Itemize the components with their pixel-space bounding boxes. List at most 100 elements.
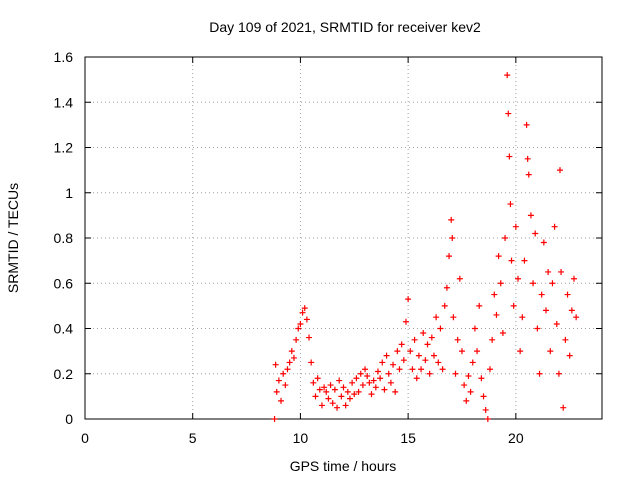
data-point	[469, 359, 476, 366]
data-point	[286, 359, 293, 366]
data-point	[458, 348, 465, 355]
data-point	[405, 296, 412, 303]
y-tick-label: 0.6	[54, 275, 74, 291]
data-point	[413, 375, 420, 382]
data-point	[415, 352, 422, 359]
data-point	[420, 330, 427, 337]
data-point	[422, 357, 429, 364]
data-point	[359, 382, 366, 389]
data-point	[443, 284, 450, 291]
data-point	[272, 361, 279, 368]
data-point	[370, 377, 377, 384]
data-point	[424, 341, 431, 348]
data-point	[430, 352, 437, 359]
data-point	[284, 366, 291, 373]
data-point	[390, 361, 397, 368]
data-point	[547, 348, 554, 355]
data-point	[558, 268, 565, 275]
data-point	[385, 370, 392, 377]
data-point	[456, 275, 463, 282]
data-point	[560, 404, 567, 411]
data-point	[344, 388, 351, 395]
data-point	[331, 386, 338, 393]
data-point	[538, 291, 545, 298]
x-tick-label: 0	[81, 430, 89, 446]
data-point	[400, 357, 407, 364]
data-point	[532, 230, 539, 237]
data-point	[556, 167, 563, 174]
data-point	[446, 253, 453, 260]
data-point	[517, 348, 524, 355]
data-points	[271, 72, 580, 422]
data-point	[525, 171, 532, 178]
data-point	[387, 379, 394, 386]
data-point	[316, 386, 323, 393]
data-point	[368, 391, 375, 398]
y-tick-label: 1.4	[54, 94, 74, 110]
y-tick-label: 1.6	[54, 49, 74, 65]
data-point	[493, 311, 500, 318]
data-point	[282, 382, 289, 389]
data-point	[275, 377, 282, 384]
data-point	[545, 268, 552, 275]
data-point	[271, 416, 278, 422]
data-point	[329, 400, 336, 407]
data-point	[562, 336, 569, 343]
data-point	[392, 388, 399, 395]
data-point	[334, 404, 341, 411]
data-point	[295, 325, 302, 332]
data-point	[540, 239, 547, 246]
plot-frame	[84, 56, 603, 420]
data-point	[527, 212, 534, 219]
data-point	[377, 375, 384, 382]
data-point	[297, 320, 304, 327]
data-point	[478, 375, 485, 382]
data-point	[507, 201, 514, 208]
data-point	[398, 341, 405, 348]
data-point	[480, 393, 487, 400]
data-point	[510, 302, 517, 309]
y-tick-label: 0.8	[54, 230, 74, 246]
data-point	[564, 291, 571, 298]
data-point	[383, 352, 390, 359]
data-point	[338, 393, 345, 400]
data-point	[476, 302, 483, 309]
data-point	[381, 386, 388, 393]
data-point	[402, 318, 409, 325]
data-point	[349, 379, 356, 386]
y-tick-label: 1.2	[54, 140, 74, 156]
data-point	[288, 348, 295, 355]
data-point	[512, 223, 519, 230]
data-point	[553, 320, 560, 327]
data-point	[555, 370, 562, 377]
data-point	[336, 377, 343, 384]
data-point	[534, 325, 541, 332]
data-point	[299, 309, 306, 316]
data-point	[505, 110, 512, 117]
data-point	[573, 314, 580, 321]
data-point	[433, 314, 440, 321]
data-point	[435, 359, 442, 366]
data-point	[374, 368, 381, 375]
data-point	[514, 275, 521, 282]
x-tick-label: 20	[508, 430, 524, 446]
data-point	[411, 336, 418, 343]
data-point	[353, 375, 360, 382]
data-point	[499, 330, 506, 337]
data-point	[454, 336, 461, 343]
data-point	[450, 314, 457, 321]
data-point	[508, 257, 515, 264]
data-point	[461, 382, 468, 389]
data-point	[549, 280, 556, 287]
data-point	[474, 348, 481, 355]
data-point	[428, 334, 435, 341]
grid-layer	[85, 57, 602, 419]
data-point	[437, 325, 444, 332]
data-point	[489, 336, 496, 343]
data-point	[568, 307, 575, 314]
data-point	[570, 275, 577, 282]
data-point	[342, 402, 349, 409]
y-tick-label: 0.4	[54, 321, 74, 337]
data-point	[396, 366, 403, 373]
